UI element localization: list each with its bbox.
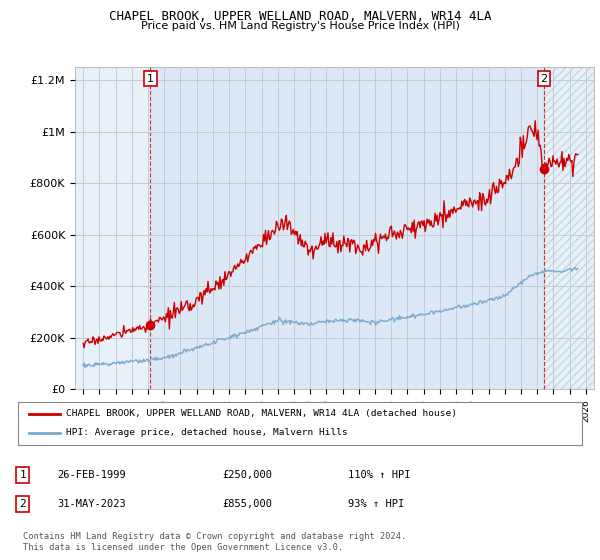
Text: HPI: Average price, detached house, Malvern Hills: HPI: Average price, detached house, Malv…: [66, 428, 347, 437]
Text: £250,000: £250,000: [222, 470, 272, 480]
Text: 1: 1: [19, 470, 26, 480]
Text: 31-MAY-2023: 31-MAY-2023: [57, 499, 126, 509]
Text: 26-FEB-1999: 26-FEB-1999: [57, 470, 126, 480]
Text: 1: 1: [147, 74, 154, 83]
Text: 110% ↑ HPI: 110% ↑ HPI: [348, 470, 410, 480]
Bar: [544, 67, 594, 389]
Text: 2: 2: [19, 499, 26, 509]
Text: Contains HM Land Registry data © Crown copyright and database right 2024.
This d: Contains HM Land Registry data © Crown c…: [23, 533, 406, 552]
Text: 2: 2: [541, 74, 547, 83]
Text: £855,000: £855,000: [222, 499, 272, 509]
Text: CHAPEL BROOK, UPPER WELLAND ROAD, MALVERN, WR14 4LA (detached house): CHAPEL BROOK, UPPER WELLAND ROAD, MALVER…: [66, 409, 457, 418]
Text: CHAPEL BROOK, UPPER WELLAND ROAD, MALVERN, WR14 4LA: CHAPEL BROOK, UPPER WELLAND ROAD, MALVER…: [109, 10, 491, 22]
Bar: [151, 67, 544, 389]
Text: 93% ↑ HPI: 93% ↑ HPI: [348, 499, 404, 509]
Text: Price paid vs. HM Land Registry's House Price Index (HPI): Price paid vs. HM Land Registry's House …: [140, 21, 460, 31]
